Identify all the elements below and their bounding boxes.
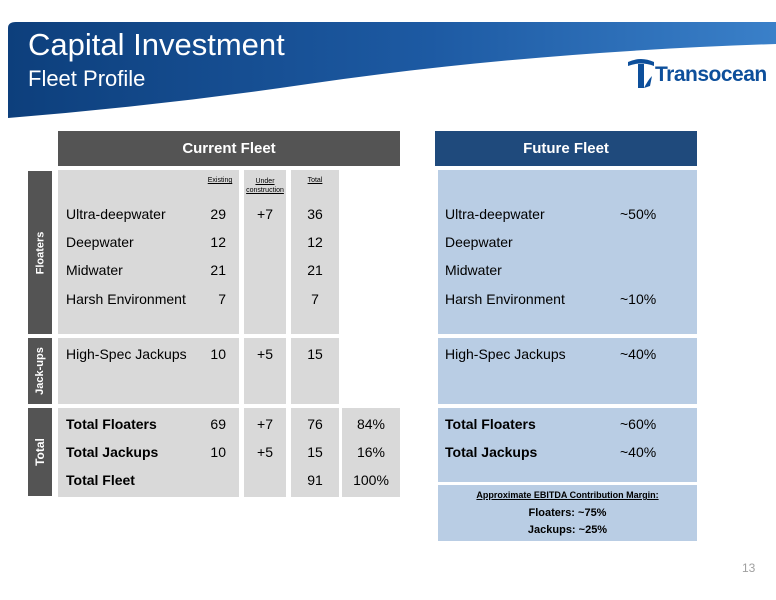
floater-row-total: 12: [307, 234, 323, 250]
col-header-total: Total: [307, 177, 323, 184]
future-total-label: Total Jackups: [445, 444, 538, 460]
panel-labels-floaters: [58, 170, 239, 334]
future-floater-label: Deepwater: [445, 234, 513, 250]
floater-row-label: Ultra-deepwater: [66, 206, 166, 222]
floater-row-existing: 21: [210, 262, 226, 278]
floater-row-label: Deepwater: [66, 234, 134, 250]
jackup-row-label: High-Spec Jackups: [66, 346, 187, 362]
floater-row-total: 36: [307, 206, 323, 222]
panel-total-total: [291, 408, 339, 497]
panel-labels-total: [58, 408, 239, 497]
total-row-label: Total Jackups: [66, 444, 159, 460]
floater-row-total: 7: [311, 291, 319, 307]
col-header-under-construction: Under construction: [246, 178, 284, 194]
ebitda-jackups: Jackups: ~25%: [527, 524, 608, 536]
total-row-under: +7: [257, 416, 273, 432]
jackups-tab: Jack-ups: [28, 338, 52, 404]
panel-total-floaters: [291, 170, 339, 334]
total-tab: Total: [28, 408, 52, 496]
panel-under-jackups: [244, 338, 286, 404]
jackup-row-under: +5: [257, 346, 273, 362]
current-fleet-heading: Current Fleet: [58, 131, 400, 166]
future-floater-label: Harsh Environment: [445, 291, 565, 307]
panel-total-jackups: [291, 338, 339, 404]
page-number: 13: [742, 561, 756, 575]
future-total-share: ~60%: [620, 416, 657, 432]
ebitda-title: Approximate EBITDA Contribution Margin:: [476, 490, 659, 500]
total-row-existing: 69: [210, 416, 226, 432]
future-total-share: ~40%: [620, 444, 657, 460]
total-row-pct: 84%: [356, 416, 386, 432]
header-banner: [8, 22, 776, 118]
future-panel-ebitda: [438, 485, 697, 541]
jackup-row-total: 15: [307, 346, 323, 362]
total-row-existing: 10: [210, 444, 226, 460]
col-header-existing: Existing: [207, 177, 233, 184]
future-floater-share: ~50%: [620, 206, 657, 222]
total-row-under: +5: [257, 444, 273, 460]
future-floater-share: ~10%: [620, 291, 657, 307]
panel-pct-total: [342, 408, 400, 497]
floater-row-total: 21: [307, 262, 323, 278]
future-fleet-heading: Future Fleet: [435, 131, 697, 166]
total-row-total: 91: [307, 472, 323, 488]
total-row-total: 15: [307, 444, 323, 460]
total-row-pct: 16%: [356, 444, 386, 460]
floaters-tab: Floaters: [28, 171, 52, 334]
total-tab-label: Total: [33, 438, 47, 466]
total-row-label: Total Fleet: [66, 472, 135, 488]
future-panel-total: [438, 408, 697, 482]
future-panel-jackups: [438, 338, 697, 404]
floater-row-existing: 7: [218, 291, 226, 307]
future-total-label: Total Floaters: [445, 416, 536, 432]
ebitda-floaters: Floaters: ~75%: [528, 507, 607, 519]
future-jackup-share: ~40%: [620, 346, 657, 362]
floater-row-label: Harsh Environment: [66, 291, 186, 307]
total-row-label: Total Floaters: [66, 416, 157, 432]
future-floater-label: Ultra-deepwater: [445, 206, 545, 222]
future-jackup-label: High-Spec Jackups: [445, 346, 566, 362]
floater-row-label: Midwater: [66, 262, 123, 278]
panel-under-total: [244, 408, 286, 497]
page-title: Capital Investment: [28, 27, 285, 62]
jackup-row-existing: 10: [210, 346, 226, 362]
total-row-total: 76: [307, 416, 323, 432]
panel-labels-jackups: [58, 338, 239, 404]
future-panel-floaters: [438, 170, 697, 334]
floater-row-existing: 12: [210, 234, 226, 250]
transocean-logo-icon: [628, 59, 654, 88]
future-floater-label: Midwater: [445, 262, 502, 278]
page-subtitle: Fleet Profile: [28, 66, 146, 91]
total-row-pct: 100%: [353, 472, 389, 488]
panel-under-floaters: [244, 170, 286, 334]
company-logo-text: Transocean: [655, 63, 767, 86]
floaters-tab-label: Floaters: [34, 231, 47, 274]
jackups-tab-label: Jack-ups: [34, 347, 47, 395]
floater-row-under: +7: [257, 206, 273, 222]
floater-row-existing: 29: [210, 206, 226, 222]
